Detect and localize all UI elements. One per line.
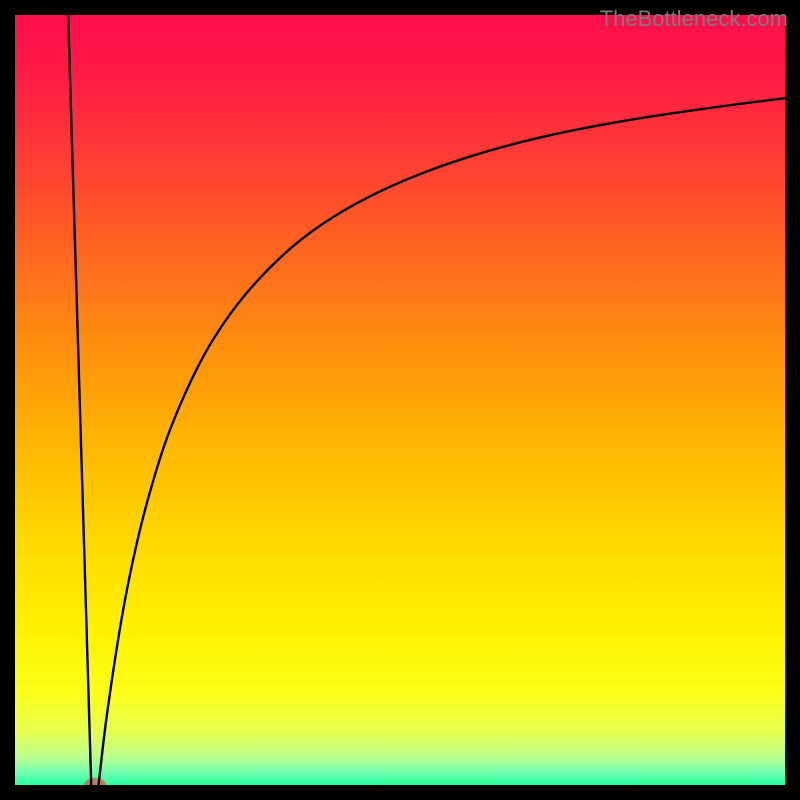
bottleneck-chart: TheBottleneck.com: [0, 0, 800, 800]
chart-svg: [0, 0, 800, 800]
watermark-text: TheBottleneck.com: [600, 6, 788, 32]
